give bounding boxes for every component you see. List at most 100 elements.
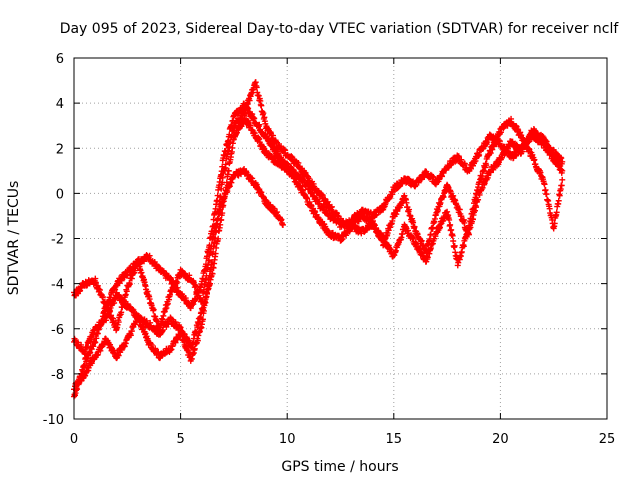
data-point — [470, 205, 477, 212]
data-point — [199, 316, 206, 323]
y-tick-label: 0 — [56, 187, 64, 202]
data-point — [101, 298, 108, 305]
x-axis-label: GPS time / hours — [281, 459, 398, 475]
data-point — [541, 181, 548, 188]
data-point — [224, 188, 231, 195]
data-point — [446, 216, 453, 223]
data-point — [222, 161, 229, 168]
data-point — [551, 220, 558, 227]
y-tick-label: -8 — [51, 368, 64, 383]
data-point — [214, 216, 221, 223]
data-point — [556, 192, 563, 199]
y-tick-label: 2 — [56, 142, 64, 157]
data-point — [450, 237, 457, 244]
data-point — [200, 307, 207, 314]
data-point — [448, 226, 455, 233]
data-point — [496, 138, 503, 145]
y-tick-label: -4 — [51, 278, 64, 293]
x-tick-label: 0 — [70, 432, 78, 447]
y-tick-label: -2 — [51, 233, 64, 248]
y-axis-label: SDTVAR / TECUs — [6, 181, 22, 296]
chart-title: Day 095 of 2023, Sidereal Day-to-day VTE… — [60, 21, 620, 37]
data-point — [213, 228, 220, 235]
data-point — [476, 152, 483, 159]
data-point — [558, 155, 565, 162]
data-point — [487, 150, 494, 157]
data-point — [279, 221, 286, 228]
data-point — [144, 288, 151, 295]
data-point — [215, 208, 222, 215]
data-point — [466, 224, 473, 231]
data-point — [111, 300, 118, 307]
data-point — [406, 206, 413, 213]
data-point — [450, 192, 457, 199]
data-point — [202, 299, 209, 306]
data-point — [172, 319, 179, 326]
data-point — [206, 257, 213, 264]
data-point — [246, 97, 253, 104]
y-tick-label: 4 — [56, 97, 64, 112]
data-point — [324, 198, 331, 205]
y-tick-label: -10 — [43, 413, 64, 428]
data-point — [553, 209, 560, 216]
data-point — [209, 259, 216, 266]
data-point — [543, 191, 550, 198]
data-point — [256, 121, 263, 128]
x-tick-label: 5 — [176, 432, 184, 447]
data-point — [210, 248, 217, 255]
data-point — [260, 110, 267, 117]
data-point — [461, 160, 468, 167]
data-marks — [71, 79, 566, 400]
data-point — [558, 182, 565, 189]
data-point — [449, 232, 456, 239]
data-point — [75, 381, 82, 388]
data-point — [385, 227, 392, 234]
data-point — [126, 281, 133, 288]
data-point — [523, 140, 530, 147]
data-point — [479, 184, 486, 191]
series-track-3 — [71, 165, 286, 334]
data-point — [150, 306, 157, 313]
data-point — [559, 158, 566, 165]
series-track-4 — [71, 79, 566, 393]
x-tick-label: 15 — [386, 432, 403, 447]
data-point — [216, 198, 223, 205]
data-point — [447, 221, 454, 228]
data-point — [211, 240, 218, 247]
data-point — [146, 252, 153, 259]
axis-ticks: 0 5 10 15 20 25 -10 -8 -6 -4 -2 0 2 4 6 — [43, 52, 616, 447]
data-point — [217, 194, 224, 201]
data-point — [88, 334, 95, 341]
data-point — [123, 288, 130, 295]
x-tick-label: 10 — [279, 432, 296, 447]
data-point — [451, 242, 458, 249]
data-point — [245, 119, 252, 126]
data-point — [115, 352, 122, 359]
data-point — [483, 162, 490, 169]
data-point — [258, 102, 265, 109]
data-point — [215, 235, 222, 242]
data-point — [84, 344, 91, 351]
data-point — [118, 277, 125, 284]
data-point — [559, 176, 566, 183]
data-point — [194, 337, 201, 344]
data-point — [447, 188, 454, 195]
data-point — [164, 300, 171, 307]
x-tick-label: 25 — [599, 432, 616, 447]
data-point — [192, 283, 199, 290]
data-point — [559, 167, 566, 174]
data-point — [212, 235, 219, 242]
data-point — [555, 197, 562, 204]
data-point — [87, 349, 94, 356]
data-point — [92, 339, 99, 346]
y-tick-label: 6 — [56, 52, 64, 67]
data-point — [118, 309, 125, 316]
x-tick-label: 20 — [492, 432, 509, 447]
data-point — [253, 84, 260, 91]
data-point — [460, 243, 467, 250]
data-point — [417, 245, 424, 252]
data-point — [413, 240, 420, 247]
data-point — [424, 254, 431, 261]
grid-lines — [74, 58, 607, 419]
